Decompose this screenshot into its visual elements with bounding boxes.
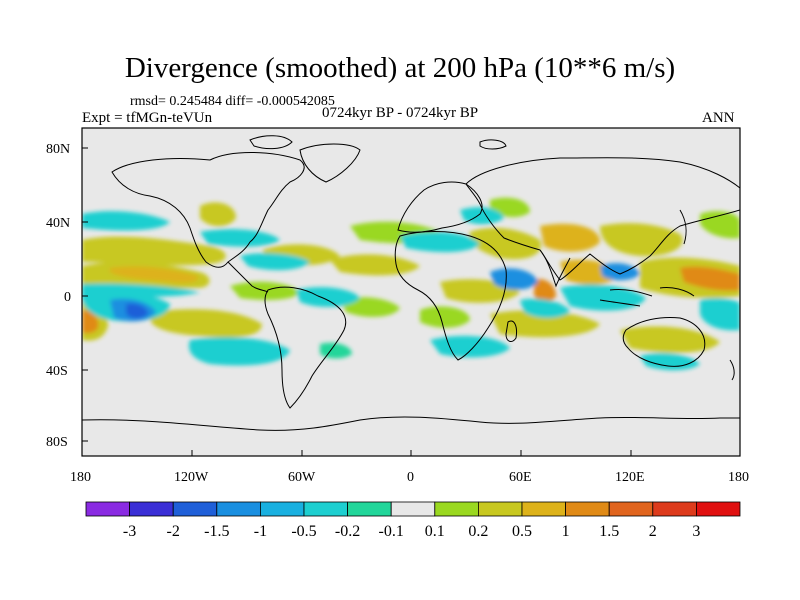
colorbar-label-5: -0.2 — [335, 523, 360, 540]
colorbar-label-11: 1.5 — [599, 523, 619, 540]
colorbar-label-8: 0.2 — [468, 523, 488, 540]
colorbar-label-1: -2 — [167, 523, 180, 540]
lat-tick-80n: 80N — [46, 142, 70, 157]
coastlines — [82, 135, 740, 431]
colorbar-swatch-7 — [390, 501, 436, 517]
lon-tick-180e: 180 — [728, 470, 749, 485]
colorbar-label-4: -0.5 — [291, 523, 316, 540]
colorbar-label-7: 0.1 — [425, 523, 445, 540]
lon-tick-60e: 60E — [509, 470, 532, 485]
lon-tick-120w: 120W — [174, 470, 209, 485]
colorbar-swatch-10 — [521, 501, 566, 517]
experiment-label: Expt = tfMGn-teVUn — [82, 110, 213, 126]
lon-tick-180w: 180 — [70, 470, 91, 485]
stats-line: rmsd= 0.245484 diff= -0.000542085 — [130, 94, 335, 109]
chart-title: Divergence (smoothed) at 200 hPa (10**6 … — [124, 52, 676, 84]
lat-tick-0: 0 — [64, 290, 71, 305]
colorbar-swatch-12 — [608, 501, 654, 517]
colorbar-label-12: 2 — [649, 523, 657, 540]
colorbar-label-10: 1 — [562, 523, 570, 540]
colorbar-swatch-13 — [652, 501, 697, 517]
colorbar-swatch-11 — [565, 501, 610, 517]
colorbar-swatch-4 — [259, 501, 305, 517]
colorbar-label-2: -1.5 — [204, 523, 229, 540]
colorbar-swatch-9 — [477, 501, 523, 517]
colorbar-swatch-5 — [303, 501, 348, 517]
season-label: ANN — [702, 110, 735, 126]
colorbar-label-3: -1 — [254, 523, 267, 540]
lon-tick-120e: 120E — [615, 470, 645, 485]
colorbar-swatch-1 — [129, 501, 174, 517]
colorbar-label-0: -3 — [123, 523, 136, 540]
colorbar-swatch-2 — [172, 501, 218, 517]
lat-tick-40n: 40N — [46, 216, 70, 231]
lon-tick-0: 0 — [407, 470, 414, 485]
divergence-field — [82, 197, 740, 371]
lat-axis: 80N 40N 0 40S 80S — [46, 142, 88, 450]
lat-tick-80s: 80S — [46, 435, 68, 450]
colorbar-swatch-0 — [85, 501, 130, 517]
colorbar-swatch-8 — [434, 501, 479, 517]
colorbar-label-6: -0.1 — [379, 523, 404, 540]
lon-tick-60w: 60W — [288, 470, 316, 485]
colorbar-label-9: 0.5 — [512, 523, 532, 540]
colorbar-label-13: 3 — [692, 523, 700, 540]
period-label: 0724kyr BP - 0724kyr BP — [322, 105, 479, 121]
colorbar-swatch-14 — [696, 501, 741, 517]
colorbar-swatch-6 — [347, 501, 392, 517]
lon-axis: 180 120W 60W 0 60E 120E 180 — [70, 450, 749, 485]
colorbar: -3 -2 -1.5 -1 -0.5 -0.2 -0.1 0.1 0.2 0.5 1 1.5 2 3 — [85, 501, 741, 540]
lat-tick-40s: 40S — [46, 364, 68, 379]
colorbar-swatch-3 — [216, 501, 261, 517]
